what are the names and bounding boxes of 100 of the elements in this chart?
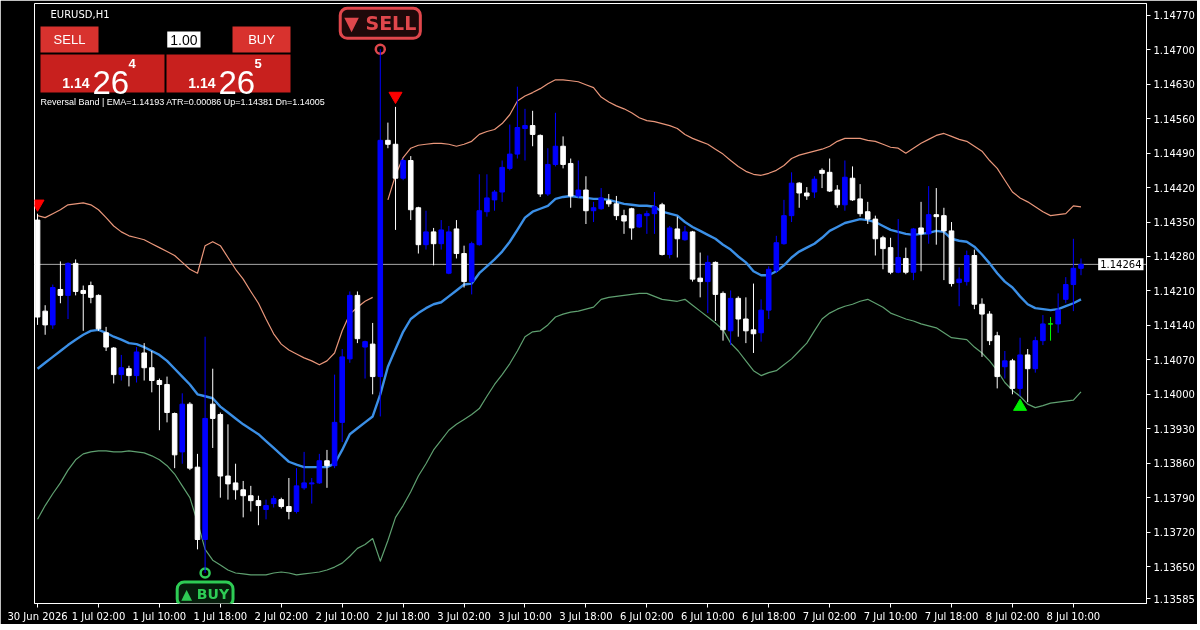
candlestick <box>895 218 901 274</box>
point <box>199 567 211 579</box>
candlestick <box>1047 316 1054 342</box>
y-tick-label: 1.14140 <box>1153 320 1195 332</box>
y-tick-label: 1.14420 <box>1153 182 1195 194</box>
candlestick <box>560 135 566 169</box>
candlestick <box>240 480 246 518</box>
candlestick <box>864 201 871 225</box>
candlestick <box>324 449 330 489</box>
candlestick <box>301 451 307 491</box>
x-tick-label: 7 Jul 02:00 <box>802 610 857 622</box>
candlestick <box>430 227 437 266</box>
candlestick <box>903 247 909 275</box>
candlestick <box>933 187 940 246</box>
candlestick <box>651 191 658 235</box>
x-tick-label: 3 Jul 10:00 <box>498 610 552 622</box>
candlestick <box>423 210 429 251</box>
candlestick <box>225 423 231 501</box>
candlestick <box>438 219 444 251</box>
x-tick-label: 8 Jul 02:00 <box>985 610 1040 622</box>
x-tick-label: 1 Jul 02:00 <box>71 610 126 622</box>
x-tick-label: 2 Jul 02:00 <box>254 610 309 622</box>
candlestick <box>1078 257 1084 276</box>
candlestick <box>232 463 239 501</box>
candlestick <box>316 453 323 485</box>
y-tick-label: 1.14630 <box>1153 79 1195 91</box>
candlestick <box>1055 292 1061 334</box>
candlestick <box>1024 348 1031 403</box>
candlestick <box>621 209 627 235</box>
candlestick <box>88 281 94 304</box>
candlestick <box>705 255 711 314</box>
candlestick <box>118 354 125 382</box>
candlestick <box>308 477 315 505</box>
annotation: SELL <box>53 32 86 47</box>
x-tick-label: 6 Jul 10:00 <box>680 610 735 622</box>
x-tick-label: 8 Jul 10:00 <box>1046 610 1101 622</box>
line-series <box>36 292 1082 576</box>
candlestick <box>400 158 406 181</box>
candlestick <box>956 266 962 307</box>
y-tick-label: 1.14280 <box>1153 251 1195 263</box>
candlestick <box>42 304 48 336</box>
x-tick-label: 1 Jul 18:00 <box>193 610 248 622</box>
candlestick <box>263 499 269 520</box>
candlestick <box>735 295 742 338</box>
x-tick-label: 6 Jul 02:00 <box>620 610 674 622</box>
y-tick-label: 1.14210 <box>1153 285 1195 297</box>
candlestick <box>819 167 825 189</box>
point <box>388 91 403 105</box>
candlestick <box>796 181 802 209</box>
candlestick <box>248 485 254 512</box>
candlestick <box>644 210 650 235</box>
x-tick-label: 30 Jun 2026 <box>7 610 68 622</box>
y-tick-label: 1.14560 <box>1153 113 1195 125</box>
y-tick-label: 1.14770 <box>1153 10 1195 22</box>
candlestick <box>849 165 856 202</box>
candlestick <box>872 215 879 257</box>
y-tick-label: 1.14700 <box>1153 44 1195 56</box>
candlestick <box>126 365 132 387</box>
candlestick <box>613 195 620 221</box>
candlestick <box>598 187 604 211</box>
x-tick-label: 6 Jul 18:00 <box>741 610 796 622</box>
y-tick-label: 1.14350 <box>1153 217 1195 229</box>
candlestick <box>979 297 985 358</box>
annotation: 1.00 <box>170 31 198 48</box>
candlestick <box>880 235 886 270</box>
candlestick <box>286 477 292 520</box>
candlestick <box>811 175 818 199</box>
x-tick-label: 1 Jul 10:00 <box>132 610 187 622</box>
candlestick <box>522 108 528 162</box>
x-tick-label: 7 Jul 10:00 <box>863 610 918 622</box>
candlestick <box>362 340 368 380</box>
y-tick-label: 1.14000 <box>1153 389 1195 401</box>
candlestick <box>758 298 764 343</box>
annotation: BUY <box>248 32 276 47</box>
x-tick-label: 7 Jul 18:00 <box>924 610 979 622</box>
candlestick <box>674 216 681 258</box>
x-tick-label: 2 Jul 18:00 <box>376 610 430 622</box>
series-label: ▼ SELL <box>344 12 417 35</box>
y-tick-label: 1.13650 <box>1153 561 1195 573</box>
candlestick <box>491 189 498 212</box>
y-tick-label: 1.13790 <box>1153 492 1195 504</box>
candlestick <box>103 326 109 352</box>
candlestick <box>1040 314 1046 346</box>
text: EURUSD,H1 <box>50 9 110 20</box>
candlestick <box>750 283 757 354</box>
candlestick <box>385 122 391 149</box>
candlestick <box>1002 350 1008 380</box>
y-tick-label: 1.13585 <box>1153 593 1195 605</box>
candlestick <box>552 112 559 167</box>
candlestick <box>697 252 703 298</box>
ref-line-label: 1.14264 <box>1100 259 1142 271</box>
candlestick <box>743 296 749 344</box>
candlestick <box>255 495 262 526</box>
candlestick <box>575 160 582 199</box>
point <box>374 43 387 56</box>
candlestick <box>141 342 147 382</box>
candlestick <box>583 175 589 225</box>
candlestick <box>918 201 924 272</box>
y-tick-label: 1.13720 <box>1153 527 1195 539</box>
y-tick-label: 1.14070 <box>1153 354 1195 366</box>
